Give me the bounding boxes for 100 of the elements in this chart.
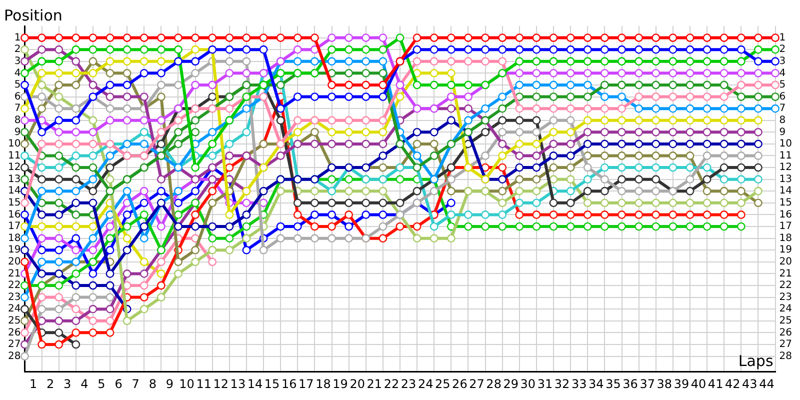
y2-tick-label: 6	[779, 91, 786, 102]
y-tick-label: 25	[8, 315, 21, 326]
x-tick-label: 29	[503, 376, 519, 391]
y-tick-label: 28	[8, 350, 21, 362]
y-tick-label: 15	[8, 198, 21, 209]
x-tick-label: 28	[486, 376, 502, 391]
x-tick-label: 30	[520, 376, 536, 391]
x-tick-label: 43	[742, 376, 758, 391]
x-tick-label: 11	[196, 376, 212, 391]
y-tick-label: 18	[8, 232, 21, 244]
x-tick-label: 20	[350, 376, 365, 391]
y2-tick-label: 5	[779, 80, 786, 91]
x-tick-label: 36	[622, 376, 638, 391]
y-tick-label: 4	[14, 68, 21, 79]
y2-tick-label: 20	[779, 256, 792, 268]
y-tick-label: 12	[8, 162, 21, 174]
x-tick-label: 7	[132, 376, 140, 391]
y2-tick-label: 26	[779, 327, 792, 338]
y-tick-label: 5	[14, 80, 21, 91]
x-tick-label: 38	[656, 376, 672, 391]
y-tick-label: 10	[8, 138, 21, 150]
y-tick-label: 7	[14, 103, 21, 114]
x-tick-label: 2	[46, 376, 54, 391]
x-tick-label: 25	[435, 376, 450, 391]
x-tick-label: 21	[366, 376, 382, 391]
x-tick-label: 8	[148, 376, 156, 391]
y-tick-label: 27	[8, 339, 21, 350]
x-tick-label: 4	[80, 376, 88, 391]
y-tick-label: 22	[8, 280, 21, 292]
x-tick-label: 5	[98, 376, 106, 391]
y2-tick-label: 17	[779, 221, 792, 232]
x-tick-label: 12	[213, 376, 229, 391]
x-tick-label: 6	[114, 376, 122, 391]
y2-tick-label: 21	[779, 268, 792, 280]
y2-tick-label: 22	[779, 280, 792, 292]
y2-tick-label: 25	[779, 315, 792, 326]
y2-tick-label: 3	[779, 56, 786, 67]
y-tick-label: 26	[8, 327, 21, 338]
x-tick-label: 44	[759, 376, 774, 391]
y2-tick-label: 8	[779, 114, 786, 126]
x-tick-label: 16	[281, 376, 297, 391]
y2-tick-label: 24	[779, 304, 792, 315]
y-tick-label: 9	[14, 126, 21, 138]
y2-tick-label: 23	[779, 292, 792, 303]
x-tick-label: 35	[606, 376, 621, 391]
x-tick-label: 15	[264, 376, 280, 391]
y-tick-label: 8	[14, 114, 21, 126]
x-tick-label: 18	[316, 376, 331, 391]
x-tick-label: 37	[640, 376, 655, 391]
y2-tick-label: 18	[779, 232, 792, 244]
x-tick-label: 9	[166, 376, 174, 391]
y2-tick-label: 4	[779, 68, 786, 79]
x-tick-label: 32	[554, 376, 570, 391]
x-tick-label: 41	[708, 376, 724, 391]
x-tick-label: 19	[332, 376, 348, 391]
y2-tick-label: 13	[779, 174, 792, 185]
y2-tick-label: 10	[779, 138, 792, 150]
y-tick-label: 16	[8, 209, 21, 220]
x-tick-label: 10	[179, 376, 194, 391]
y-tick-label: 23	[8, 292, 21, 303]
x-tick-label: 3	[64, 376, 72, 391]
x-tick-label: 27	[469, 376, 484, 391]
y-tick-label: 3	[14, 56, 21, 67]
y2-tick-label: 1	[779, 32, 786, 44]
y-tick-label: 2	[14, 44, 21, 56]
x-tick-label: 39	[674, 376, 690, 391]
y-tick-label: 19	[8, 244, 21, 256]
y2-tick-label: 7	[779, 103, 786, 114]
y-tick-label: 21	[8, 268, 21, 280]
x-tick-label: 14	[247, 376, 263, 391]
y2-tick-label: 11	[779, 150, 792, 162]
y-tick-label: 14	[8, 186, 21, 197]
y-tick-label: 13	[8, 174, 21, 185]
x-tick-label: 26	[452, 376, 468, 391]
x-tick-label: 34	[588, 376, 604, 391]
x-tick-label: 22	[384, 376, 400, 391]
x-tick-label: 17	[298, 376, 314, 391]
x-tick-label: 33	[571, 376, 587, 391]
x-tick-label: 42	[724, 376, 740, 391]
x-tick-label: 1	[29, 376, 38, 391]
y2-tick-label: 16	[779, 209, 792, 220]
y-tick-label: 20	[8, 256, 21, 268]
y2-tick-label: 14	[779, 186, 792, 197]
y2-tick-label: 28	[779, 350, 792, 362]
y2-tick-label: 9	[779, 126, 786, 138]
x-tick-label: 23	[400, 376, 416, 391]
x-tick-label: 31	[537, 376, 553, 391]
y2-tick-label: 27	[779, 339, 792, 350]
y2-tick-label: 19	[779, 244, 792, 256]
y-tick-label: 6	[14, 91, 21, 102]
y2-tick-label: 12	[779, 162, 792, 174]
x-tick-label: 13	[230, 376, 246, 391]
y-tick-label: 24	[8, 304, 21, 315]
x-axis-title: Laps	[738, 352, 774, 370]
y-tick-label: 11	[8, 150, 21, 162]
y2-tick-label: 15	[779, 198, 792, 209]
y-tick-label: 1	[14, 32, 21, 44]
x-tick-label: 40	[690, 376, 706, 391]
y-tick-label: 17	[8, 221, 21, 232]
y2-tick-label: 2	[779, 44, 786, 56]
